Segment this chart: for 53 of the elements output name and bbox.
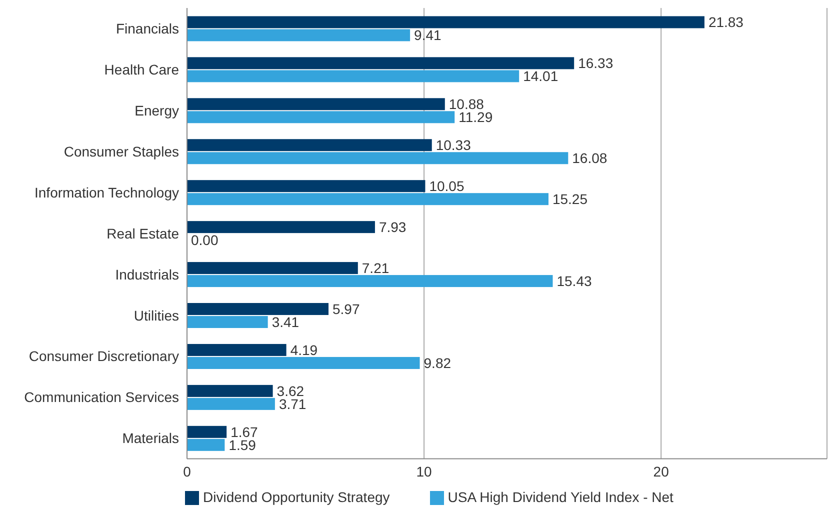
- y-tick-label: Industrials: [115, 266, 179, 282]
- bar: [187, 356, 420, 369]
- bar: [187, 152, 568, 164]
- data-label: 9.82: [424, 354, 452, 371]
- data-label: 21.83: [708, 14, 744, 30]
- y-tick-label: Financials: [116, 20, 179, 36]
- bar: [187, 70, 520, 82]
- data-label: 16.33: [578, 55, 614, 72]
- data-label: 9.41: [414, 27, 442, 44]
- y-tick-label: Real Estate: [106, 225, 180, 242]
- data-label: 10.33: [436, 137, 472, 154]
- bar: [187, 426, 227, 438]
- data-label: 5.97: [332, 300, 360, 317]
- x-tick-label: 0: [183, 464, 192, 480]
- legend-label: Dividend Opportunity Strategy: [203, 488, 390, 505]
- y-tick-label: Utilities: [134, 307, 179, 324]
- bar: [187, 344, 286, 356]
- y-tick-label: Consumer Staples: [64, 143, 179, 160]
- x-tick-label: 10: [416, 464, 432, 480]
- data-label: 4.19: [290, 342, 318, 358]
- data-label: 14.01: [523, 68, 558, 84]
- data-label: 3.41: [272, 314, 300, 330]
- y-tick-label: Information Technology: [34, 184, 179, 200]
- bar: [187, 275, 553, 288]
- y-tick-label: Health Care: [104, 61, 180, 78]
- bar: [187, 221, 375, 234]
- y-tick-label: Energy: [134, 102, 179, 118]
- bar: [187, 193, 548, 206]
- y-tick-label: Consumer Discretionary: [28, 348, 179, 364]
- legend-label: USA High Dividend Yield Index - Net: [448, 488, 674, 505]
- bar: [187, 398, 275, 410]
- bar: [187, 303, 329, 316]
- bar: [187, 438, 225, 451]
- bar: [187, 316, 268, 328]
- bar: [187, 180, 426, 192]
- data-label: 7.21: [362, 260, 390, 276]
- bar: [187, 139, 432, 152]
- y-tick-label: Communication Services: [24, 389, 179, 406]
- data-label: 15.43: [556, 272, 592, 289]
- bar: [187, 111, 455, 124]
- bar: [187, 98, 445, 110]
- bar: [187, 57, 574, 70]
- data-label: 10.05: [429, 178, 464, 194]
- bar: [187, 29, 410, 42]
- x-tick-label: 20: [653, 464, 670, 480]
- bar: [187, 16, 704, 28]
- data-label: 7.93: [378, 218, 406, 235]
- data-label: 16.08: [572, 150, 608, 166]
- data-label: 0.00: [191, 232, 218, 248]
- y-tick-label: Materials: [122, 430, 179, 446]
- bar: [187, 384, 273, 397]
- data-label: 15.25: [552, 190, 588, 207]
- bar: [187, 262, 358, 274]
